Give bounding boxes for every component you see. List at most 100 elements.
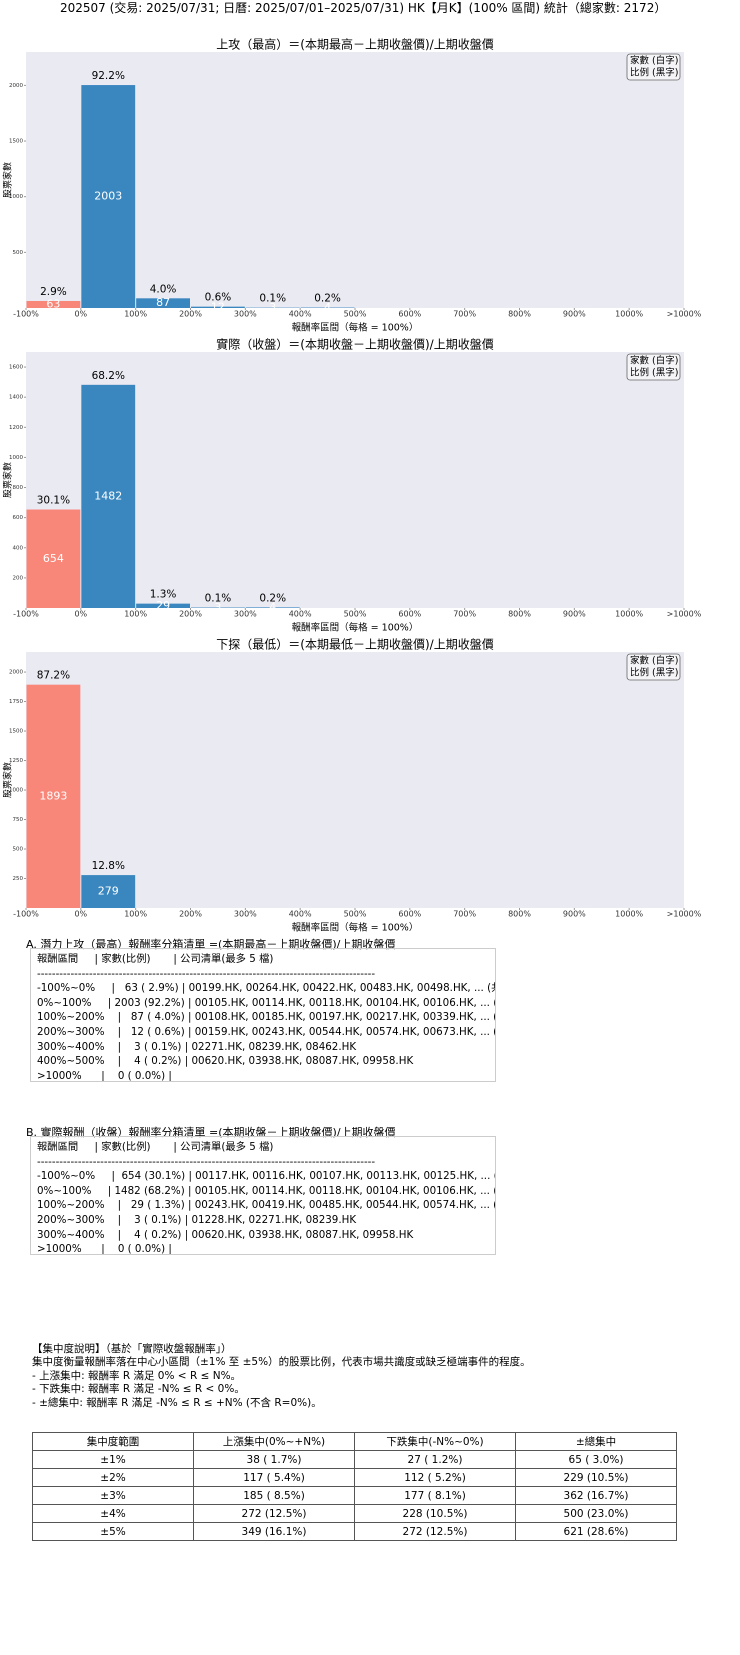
x-tick-label: 500% <box>344 910 367 919</box>
list-a: 報酬區間 | 家數(比例) | 公司清單(最多 5 檔) ------------… <box>30 948 496 1082</box>
percent-label: 92.2% <box>92 70 125 82</box>
header-cell: ±總集中 <box>515 1432 677 1451</box>
chart-title: 上攻（最高）＝(本期最高－上期收盤價)/上期收盤價 <box>216 37 493 52</box>
x-tick-label: 700% <box>453 910 476 919</box>
x-tick-label: 400% <box>289 310 312 319</box>
bar <box>81 85 136 308</box>
percent-label: 2.9% <box>40 286 67 298</box>
table-cell: ±3% <box>32 1486 194 1505</box>
plot-area <box>26 52 684 308</box>
y-tick-label: 200 <box>13 575 24 581</box>
count-label: 279 <box>98 885 119 898</box>
percent-label: 0.2% <box>259 592 286 604</box>
x-tick-label: 200% <box>179 610 202 619</box>
count-label: 12 <box>211 300 225 313</box>
y-tick-label: 1250 <box>9 758 23 764</box>
bar <box>191 306 245 308</box>
x-tick-label: 100% <box>124 910 147 919</box>
x-tick-label: 700% <box>453 610 476 619</box>
list-line: 200%~300% | 3 ( 0.1%) | 01228.HK, 02271.… <box>37 1213 357 1226</box>
x-tick-label: 100% <box>124 610 147 619</box>
x-tick-label: >1000% <box>667 310 702 319</box>
list-line: 0%~100% | 2003 (92.2%) | 00105.HK, 00114… <box>37 996 495 1009</box>
x-tick-label: 0% <box>74 310 87 319</box>
percent-label: 87.2% <box>37 670 70 682</box>
y-tick-label: 1000 <box>9 194 23 200</box>
x-tick-label: 200% <box>179 910 202 919</box>
list-line: -100%~0% | 63 ( 2.9%) | 00199.HK, 00264.… <box>37 982 496 995</box>
note-line: - 上漲集中: 報酬率 R 滿足 0% < R ≤ N%。 <box>32 1369 242 1382</box>
table-cell: ±2% <box>32 1468 194 1487</box>
header-cell: 下跌集中(-N%~0%) <box>354 1432 516 1451</box>
y-tick-label: 1600 <box>9 365 23 371</box>
list-line: 300%~400% | 3 ( 0.1%) | 02271.HK, 08239.… <box>37 1040 357 1053</box>
bar <box>81 384 136 608</box>
x-tick-label: 300% <box>234 610 257 619</box>
legend-box <box>626 53 681 81</box>
y-tick-label: 1400 <box>9 395 23 401</box>
x-tick-label: 0% <box>74 610 87 619</box>
legend-label: 比例 (黑字) <box>630 667 678 679</box>
list-line: 0%~100% | 1482 (68.2%) | 00105.HK, 00114… <box>37 1184 495 1197</box>
table-row: ±5% 349 (16.1%) 272 (12.5%) 621 (28.6%) <box>32 1522 677 1541</box>
x-axis-label: 報酬率區間（每格 = 100%） <box>292 622 419 634</box>
bar <box>136 603 190 608</box>
y-axis-label: 股票家數 <box>2 462 14 498</box>
x-tick-label: 600% <box>398 310 421 319</box>
x-tick-label: 400% <box>289 910 312 919</box>
y-tick-label: 750 <box>13 817 24 823</box>
table-cell: 621 (28.6%) <box>515 1522 677 1541</box>
legend-label: 家數 (白字) <box>630 355 678 367</box>
table-cell: 112 ( 5.2%) <box>354 1468 516 1487</box>
list-line: >1000% | 0 ( 0.0%) | <box>37 1069 172 1082</box>
y-tick-label: 1500 <box>9 729 23 735</box>
x-tick-label: 600% <box>398 610 421 619</box>
y-tick-label: 1750 <box>9 699 23 705</box>
x-tick-label: 900% <box>563 610 586 619</box>
count-label: 63 <box>46 297 60 310</box>
table-cell: ±4% <box>32 1504 194 1523</box>
y-axis-label: 股票家數 <box>2 162 14 198</box>
table-header: 集中度範圍 上漲集中(0%~+N%) 下跌集中(-N%~0%) ±總集中 <box>32 1432 677 1451</box>
y-tick-label: 2000 <box>9 670 23 676</box>
list-b: 報酬區間 | 家數(比例) | 公司清單(最多 5 檔) ------------… <box>30 1136 496 1255</box>
bar <box>245 607 300 608</box>
x-tick-label: 300% <box>234 910 257 919</box>
count-label: 654 <box>43 552 64 565</box>
bar <box>81 875 136 908</box>
x-tick-label: 100% <box>124 310 147 319</box>
count-label: 4 <box>269 601 276 614</box>
y-tick-label: 1000 <box>9 455 23 461</box>
x-tick-label: 0% <box>74 910 87 919</box>
y-tick-label: 500 <box>13 250 24 256</box>
table-cell: 177 ( 8.1%) <box>354 1486 516 1505</box>
percent-label: 1.3% <box>150 589 177 601</box>
y-tick-label: 600 <box>13 515 24 521</box>
note-line: - 下跌集中: 報酬率 R 滿足 -N% ≤ R < 0%。 <box>32 1383 245 1396</box>
percent-label: 12.8% <box>92 860 125 872</box>
table-cell: ±5% <box>32 1522 194 1541</box>
y-tick-label: 400 <box>13 545 24 551</box>
x-tick-label: -100% <box>13 910 39 919</box>
list-line: -100%~0% | 654 (30.1%) | 00117.HK, 00116… <box>37 1170 495 1183</box>
list-line: 200%~300% | 12 ( 0.6%) | 00159.HK, 00243… <box>37 1025 496 1038</box>
table-cell: 500 (23.0%) <box>515 1504 677 1523</box>
y-tick-label: 250 <box>13 876 24 882</box>
x-tick-label: 900% <box>563 910 586 919</box>
charts: 上攻（最高）＝(本期最高－上期收盤價)/上期收盤價500100015002000… <box>2 37 702 934</box>
list-line: >1000% | 0 ( 0.0%) | <box>37 1243 172 1255</box>
table-cell: 272 (12.5%) <box>354 1522 516 1541</box>
legend-box <box>626 653 681 681</box>
x-axis-label: 報酬率區間（每格 = 100%） <box>292 322 419 334</box>
table-cell: ±1% <box>32 1450 194 1469</box>
count-label: 2003 <box>94 190 122 203</box>
table-cell: 117 ( 5.4%) <box>193 1468 355 1487</box>
list-line: 報酬區間 | 家數(比例) | 公司清單(最多 5 檔) <box>37 1141 274 1153</box>
count-label: 3 <box>214 601 221 614</box>
y-tick-label: 1200 <box>9 425 23 431</box>
table-row: ±4% 272 (12.5%) 228 (10.5%) 500 (23.0%) <box>32 1504 677 1523</box>
percent-label: 0.1% <box>205 593 232 605</box>
percent-label: 4.0% <box>150 283 177 295</box>
concentration-table: 集中度範圍 上漲集中(0%~+N%) 下跌集中(-N%~0%) ±總集中 ±1% 38 (… <box>32 1432 677 1541</box>
list-a-title: A. 潛力上攻（最高）報酬率分箱清單 =(本期最高－上期收盤價)/上期收盤價 <box>26 938 396 951</box>
